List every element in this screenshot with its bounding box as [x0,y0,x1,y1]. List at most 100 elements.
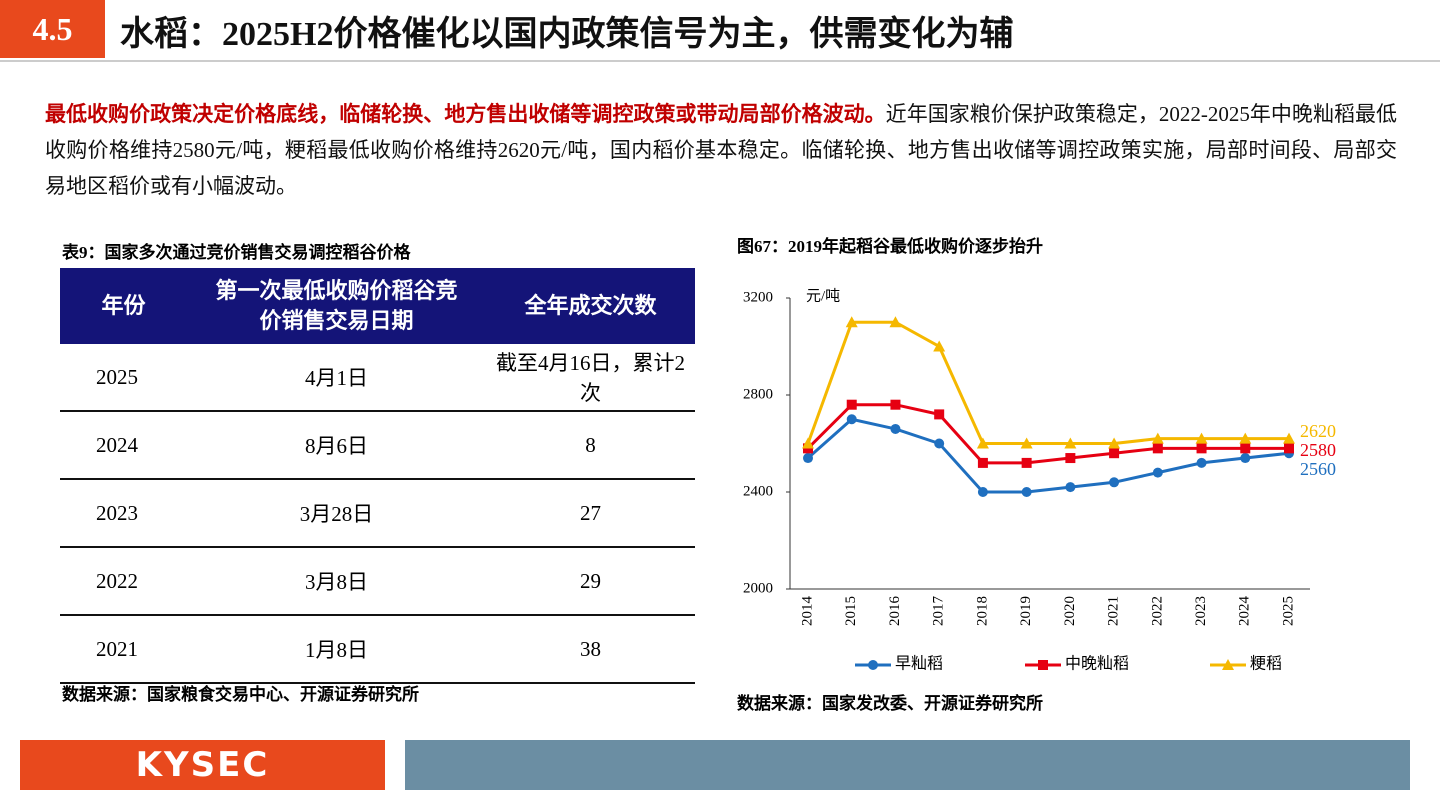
column-header: 年份 [60,268,187,344]
point [934,438,945,449]
table-cell: 2023 [60,479,187,548]
x-tick-label: 2022 [1149,596,1165,626]
y-tick-label: 2400 [743,483,773,499]
table-row: 2022 3月8日 29 [60,547,695,616]
point [1240,443,1251,454]
y-unit: 元/吨 [806,287,840,304]
legend-marker [1038,660,1048,670]
line [806,403,1289,465]
legend-label: 中晚籼稻 [1065,655,1129,673]
table-cell: 2021 [60,615,187,684]
point [1109,477,1120,488]
legend-label: 粳稻 [1250,655,1282,673]
end-label: 2560 [1300,459,1336,479]
x-tick-label: 2017 [931,596,947,627]
x-tick-label: 2020 [1062,596,1078,626]
legend-marker [868,660,878,670]
header-row: 年份 第一次最低收购价稻谷竞价销售交易日期 全年成交次数 [60,268,695,344]
point [1109,448,1120,459]
x-tick-label: 2016 [887,596,903,627]
point [803,453,813,464]
point [1021,487,1032,497]
point [890,423,901,434]
table-cell: 2024 [60,411,187,480]
point [1064,437,1077,449]
section-number: 4.5 [0,0,105,58]
point [933,340,946,352]
table: 年份 第一次最低收购价稻谷竞价销售交易日期 全年成交次数 2025 4月1日 截至4… [60,268,695,684]
line [807,417,1290,494]
point [934,409,945,420]
point [889,316,902,328]
x-tick-label: 2015 [843,596,859,626]
point [845,316,858,328]
table-caption: 表9：国家多次通过竞价销售交易调控稻谷价格 [62,243,411,262]
point [846,414,857,425]
x-tick-label: 2014 [799,596,815,627]
logo: KYSEC [20,740,385,790]
x-tick-label: 2021 [1106,596,1122,626]
point [1196,457,1207,468]
column-header: 全年成交次数 [486,268,695,344]
x-tick-label: 2018 [974,596,990,626]
end-label: 2620 [1300,421,1336,441]
table-cell: 8 [486,411,695,480]
table-row: 2024 8月6日 8 [60,411,695,480]
x-tick-label: 2023 [1193,596,1209,626]
x-tick-label: 2019 [1018,596,1034,626]
table-cell: 2025 [60,344,187,412]
point [1195,432,1208,444]
table-cell: 27 [486,479,695,548]
table-cell: 4月1日 [187,344,486,412]
point [1283,432,1295,444]
point [1239,432,1252,444]
paragraph: 最低收购价政策决定价格底线，临储轮换、地方售出收储等调控政策或带动局部价格波动。… [45,96,1397,204]
x-tick-label: 2024 [1237,596,1253,627]
x-tick-label: 2025 [1280,596,1296,626]
point [1065,453,1076,464]
table-cell: 3月8日 [187,547,486,616]
end-label: 2580 [1300,440,1336,460]
point [846,399,857,410]
slide-title: 水稻：2025H2价格催化以国内政策信号为主，供需变化为辅 [120,16,1014,53]
point [977,457,988,468]
table-cell: 截至4月16日，累计2次 [486,344,695,412]
point [1151,432,1164,444]
table-cell: 3月28日 [187,479,486,548]
table-cell: 29 [486,547,695,616]
emphasis: 最低收购价政策决定价格底线，临储轮换、地方售出收储等调控政策或带动局部价格波动。 [45,102,886,126]
table-row: 2025 4月1日 截至4月16日，累计2次 [60,344,695,412]
point [1021,457,1032,468]
point [890,399,901,410]
y-tick-label: 2000 [743,580,773,596]
legend-label: 早籼稻 [895,655,943,673]
line [806,320,1289,445]
point [1240,453,1251,464]
table-cell: 2022 [60,547,187,616]
point [1108,437,1121,449]
chart-title: 图67：2019年起稻谷最低收购价逐步抬升 [737,236,1043,256]
y-tick-label: 3200 [743,289,773,305]
table-row: 2023 3月28日 27 [60,479,695,548]
body-text: 近年国家粮价保护政策稳定，2022-2025年中晚籼稻最低收购价格维持2580元… [45,102,1397,198]
point [1284,443,1294,454]
chart-source: 数据来源：国家发改委、开源证券研究所 [737,693,1043,713]
point [976,437,989,449]
column-header: 第一次最低收购价稻谷竞价销售交易日期 [187,268,486,344]
divider [0,60,1440,62]
table-cell: 1月8日 [187,615,486,684]
point [1152,443,1163,454]
chart: 图67：2019年起稻谷最低收购价逐步抬升 元/吨 数据来源：国家发改委、开源证… [737,236,1336,713]
point [1065,482,1076,493]
point [977,487,988,497]
legend-marker [1222,659,1234,670]
footer-bar [405,740,1410,790]
y-tick-label: 2800 [743,386,773,402]
table-row: 2021 1月8日 38 [60,615,695,684]
table-cell: 38 [486,615,695,684]
point [802,437,814,449]
point [1196,443,1207,454]
point [1020,437,1033,449]
table-source: 数据来源：国家粮食交易中心、开源证券研究所 [62,685,419,704]
